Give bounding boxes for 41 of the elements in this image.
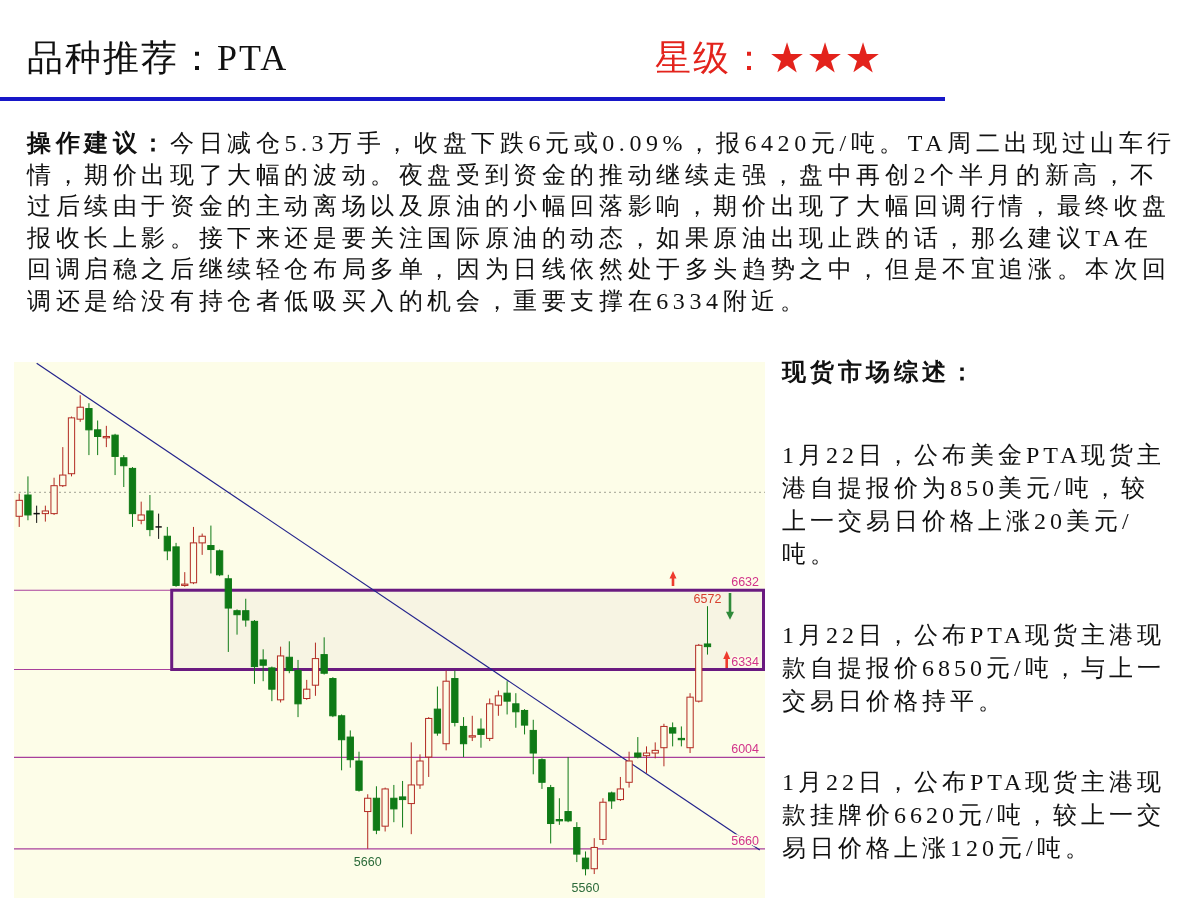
chart-title: 品种推荐：PTA	[27, 37, 289, 80]
candlestick	[538, 757, 546, 790]
candlestick	[503, 680, 511, 715]
chart-subtitle: 星级：★★★	[655, 37, 883, 80]
text: 操作建议：	[27, 130, 170, 156]
candlestick	[215, 549, 224, 577]
text: 1月22日，公布美金PTA现货主港自提报价为850美元/吨，较上一交易日价格上涨20美元/吨。	[782, 441, 1167, 569]
ref-line-label: 6004	[731, 742, 760, 757]
candlestick	[590, 837, 598, 875]
candlestick	[625, 751, 633, 789]
candlestick	[703, 605, 712, 656]
candlestick	[346, 729, 354, 769]
annotation: 5660	[353, 854, 382, 869]
candlestick	[111, 433, 119, 476]
candlestick	[433, 686, 442, 737]
text: 现货市场综述：	[782, 358, 979, 387]
candlestick	[120, 454, 128, 488]
candlestick	[529, 719, 537, 775]
candlestick	[364, 793, 372, 850]
candlestick	[669, 721, 677, 747]
text: 1月22日，公布PTA现货主港现款自提报价6850元/吨，与上一交易日价格持平。	[782, 621, 1167, 716]
candlestick	[320, 636, 328, 676]
ref-line-label: 6334	[731, 654, 760, 669]
candlestick	[146, 494, 154, 537]
candlestick	[468, 715, 476, 742]
text: 1月22日，公布PTA现货主港现款挂牌价6620元/吨，较上一交易日价格上涨120元/吨。	[782, 768, 1167, 863]
annotation: 5560	[571, 881, 600, 896]
candlestick	[207, 525, 215, 574]
candlestick	[268, 666, 276, 702]
candlestick	[459, 716, 468, 758]
candlestick	[303, 679, 311, 701]
candlestick	[477, 717, 485, 749]
candlestick	[581, 850, 590, 876]
ref-line-label: 6632	[731, 575, 760, 590]
candlestick	[494, 690, 503, 717]
candlestick	[137, 501, 145, 525]
candlestick	[24, 475, 32, 521]
annotation: 6572	[693, 592, 722, 607]
candlestick	[154, 513, 163, 540]
candlestick	[616, 776, 625, 802]
candlestick	[660, 723, 668, 767]
